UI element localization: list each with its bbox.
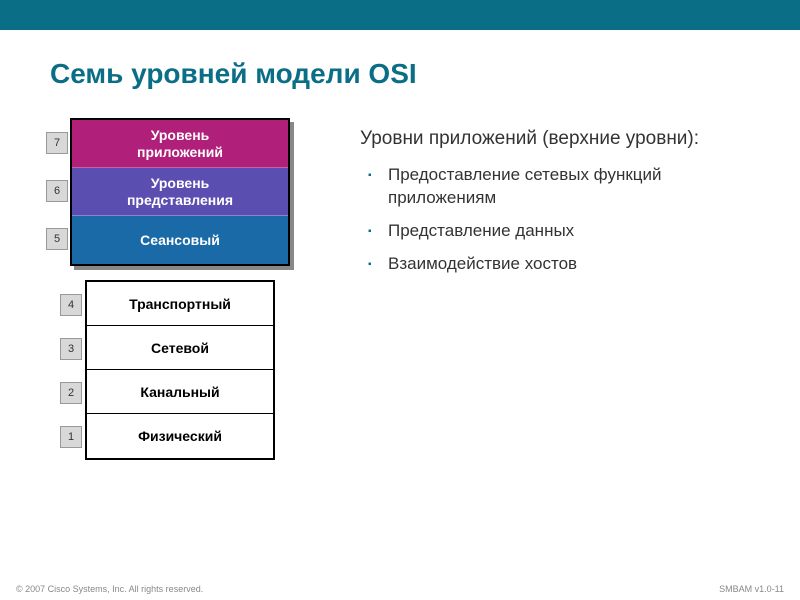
osi-layer-6: Уровеньпредставления: [72, 168, 288, 216]
bullet-item: Взаимодействие хостов: [388, 253, 770, 276]
description-heading: Уровни приложений (верхние уровни):: [360, 128, 770, 150]
top-bar: [0, 0, 800, 30]
osi-layer-1: Физический: [87, 414, 273, 458]
description-panel: Уровни приложений (верхние уровни): Пред…: [330, 118, 770, 286]
osi-layer-3: Сетевой: [87, 326, 273, 370]
bullet-item: Предоставление сетевых функций приложени…: [388, 164, 770, 210]
footer-copyright: © 2007 Cisco Systems, Inc. All rights re…: [16, 584, 203, 594]
osi-layer-2: Канальный: [87, 370, 273, 414]
osi-layer-4: Транспортный: [87, 282, 273, 326]
osi-layer-7: Уровеньприложений: [72, 120, 288, 168]
upper-stack: УровеньприложенийУровеньпредставленияСеа…: [70, 118, 290, 266]
page-title: Семь уровней модели OSI: [0, 30, 800, 118]
lower-stack: ТранспортныйСетевойКанальныйФизический: [85, 280, 275, 460]
bullet-item: Представление данных: [388, 220, 770, 243]
osi-stack: УровеньприложенийУровеньпредставленияСеа…: [40, 118, 330, 286]
osi-layer-5: Сеансовый: [72, 216, 288, 264]
layer-number-3: 3: [60, 338, 82, 360]
layer-number-2: 2: [60, 382, 82, 404]
bullet-list: Предоставление сетевых функций приложени…: [360, 164, 770, 276]
layer-number-6: 6: [46, 180, 68, 202]
layer-number-5: 5: [46, 228, 68, 250]
layer-number-7: 7: [46, 132, 68, 154]
content-area: УровеньприложенийУровеньпредставленияСеа…: [0, 118, 800, 286]
footer: © 2007 Cisco Systems, Inc. All rights re…: [0, 584, 800, 594]
layer-number-4: 4: [60, 294, 82, 316]
layer-number-1: 1: [60, 426, 82, 448]
footer-version: SMBAM v1.0-11: [719, 584, 784, 594]
